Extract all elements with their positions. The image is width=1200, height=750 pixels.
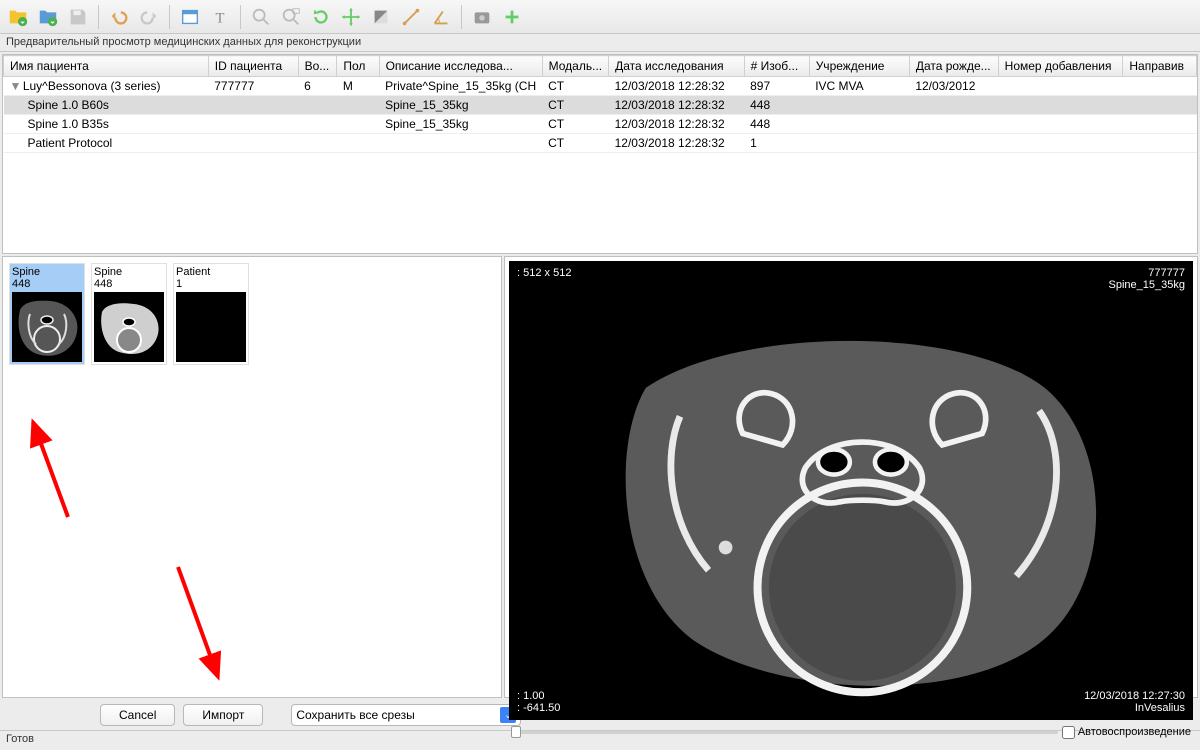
slice-slider[interactable] (511, 724, 1058, 740)
svg-text:T: T (216, 10, 225, 26)
zoom-in-button[interactable] (247, 3, 275, 31)
zoom-area-button[interactable] (277, 3, 305, 31)
open-folder-1-button[interactable] (4, 3, 32, 31)
contrast-button[interactable] (367, 3, 395, 31)
table-row[interactable]: Patient ProtocolCT12/03/2018 12:28:321 (4, 134, 1197, 153)
move-button[interactable] (337, 3, 365, 31)
rotate-button[interactable] (307, 3, 335, 31)
undo-button[interactable] (105, 3, 133, 31)
cancel-button[interactable]: Cancel (100, 704, 175, 726)
screenshot-button[interactable] (468, 3, 496, 31)
column-header[interactable]: Во... (298, 56, 337, 77)
save-mode-select[interactable]: Сохранить все срезы ⌄ (291, 704, 521, 726)
overlay-wl: : 1.00 : -641.50 (517, 690, 560, 714)
table-row[interactable]: ▼ Luy^Bessonova (3 series)7777776MPrivat… (4, 77, 1197, 96)
column-header[interactable]: Номер добавления (998, 56, 1123, 77)
column-header[interactable]: Имя пациента (4, 56, 209, 77)
overlay-date: 12/03/2018 12:27:30 InVesalius (1084, 690, 1185, 714)
autoplay-checkbox[interactable]: Автовоспроизведение (1062, 726, 1191, 739)
dicom-preview[interactable]: : 512 x 512 777777 Spine_15_35kg : 1.00 … (509, 261, 1193, 720)
add-button[interactable] (498, 3, 526, 31)
measure-angle-button[interactable] (427, 3, 455, 31)
column-header[interactable]: Описание исследова... (379, 56, 542, 77)
column-header[interactable]: Направив (1123, 56, 1197, 77)
column-header[interactable]: ID пациента (208, 56, 298, 77)
column-header[interactable]: Дата исследования (609, 56, 744, 77)
open-folder-2-button[interactable] (34, 3, 62, 31)
column-header[interactable]: # Изоб... (744, 56, 809, 77)
series-thumb[interactable]: Spine448 (9, 263, 85, 365)
text-button[interactable]: T (206, 3, 234, 31)
save-button[interactable] (64, 3, 92, 31)
series-thumb[interactable]: Spine448 (91, 263, 167, 365)
series-thumb[interactable]: Patient1 (173, 263, 249, 365)
preview-pane: : 512 x 512 777777 Spine_15_35kg : 1.00 … (504, 256, 1198, 698)
window-button[interactable] (176, 3, 204, 31)
import-button[interactable]: Импорт (183, 704, 263, 726)
overlay-id: 777777 Spine_15_35kg (1109, 267, 1185, 291)
patient-table: Имя пациентаID пациентаВо...ПолОписание … (2, 54, 1198, 254)
table-row[interactable]: Spine 1.0 B60sSpine_15_35kgCT12/03/2018 … (4, 96, 1197, 115)
measure-line-button[interactable] (397, 3, 425, 31)
series-thumbnails-pane: Spine448Spine448Patient1 (2, 256, 502, 698)
table-row[interactable]: Spine 1.0 B35sSpine_15_35kgCT12/03/2018 … (4, 115, 1197, 134)
column-header[interactable]: Дата рожде... (909, 56, 998, 77)
main-toolbar: T (0, 0, 1200, 34)
column-header[interactable]: Пол (337, 56, 379, 77)
redo-button[interactable] (135, 3, 163, 31)
column-header[interactable]: Модаль... (542, 56, 608, 77)
subtitle-bar: Предварительный просмотр медицинских дан… (0, 34, 1200, 52)
column-header[interactable]: Учреждение (809, 56, 909, 77)
overlay-dim: : 512 x 512 (517, 267, 571, 279)
